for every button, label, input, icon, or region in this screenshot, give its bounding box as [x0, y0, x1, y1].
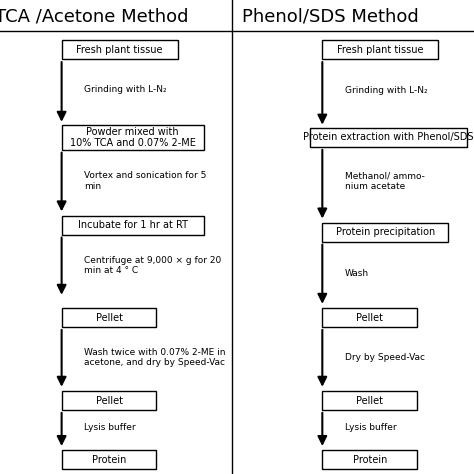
- Text: Protein: Protein: [92, 455, 126, 465]
- FancyBboxPatch shape: [62, 391, 156, 410]
- Text: TCA /Acetone Method: TCA /Acetone Method: [0, 8, 189, 26]
- FancyBboxPatch shape: [62, 40, 178, 59]
- FancyBboxPatch shape: [322, 223, 448, 242]
- Text: Fresh plant tissue: Fresh plant tissue: [76, 45, 163, 55]
- Text: Phenol/SDS Method: Phenol/SDS Method: [242, 8, 419, 26]
- FancyBboxPatch shape: [62, 125, 204, 150]
- FancyBboxPatch shape: [322, 450, 417, 469]
- Text: Protein extraction with Phenol/SDS: Protein extraction with Phenol/SDS: [303, 132, 474, 143]
- Text: Incubate for 1 hr at RT: Incubate for 1 hr at RT: [78, 220, 188, 230]
- Text: Wash: Wash: [345, 269, 369, 277]
- Text: Pellet: Pellet: [96, 395, 122, 406]
- Text: Fresh plant tissue: Fresh plant tissue: [337, 45, 424, 55]
- Text: Grinding with L-N₂: Grinding with L-N₂: [345, 86, 428, 94]
- FancyBboxPatch shape: [62, 450, 156, 469]
- Text: Centrifuge at 9,000 × g for 20
min at 4 ° C: Centrifuge at 9,000 × g for 20 min at 4 …: [84, 256, 222, 275]
- Text: Protein precipitation: Protein precipitation: [336, 227, 435, 237]
- Text: Dry by Speed-Vac: Dry by Speed-Vac: [345, 353, 425, 362]
- Text: Methanol/ ammo-
nium acetate: Methanol/ ammo- nium acetate: [345, 172, 425, 191]
- Text: Pellet: Pellet: [96, 312, 122, 323]
- Text: Grinding with L-N₂: Grinding with L-N₂: [84, 85, 167, 93]
- FancyBboxPatch shape: [62, 308, 156, 327]
- Text: Wash twice with 0.07% 2-ME in
acetone, and dry by Speed-Vac: Wash twice with 0.07% 2-ME in acetone, a…: [84, 348, 226, 367]
- FancyBboxPatch shape: [322, 391, 417, 410]
- FancyBboxPatch shape: [62, 216, 204, 235]
- FancyBboxPatch shape: [322, 308, 417, 327]
- Text: Pellet: Pellet: [356, 312, 383, 323]
- Text: Vortex and sonication for 5
min: Vortex and sonication for 5 min: [84, 172, 207, 191]
- Text: Lysis buffer: Lysis buffer: [84, 423, 136, 432]
- Text: Pellet: Pellet: [356, 395, 383, 406]
- FancyBboxPatch shape: [310, 128, 467, 147]
- Text: Lysis buffer: Lysis buffer: [345, 423, 397, 432]
- Text: Powder mixed with
10% TCA and 0.07% 2-ME: Powder mixed with 10% TCA and 0.07% 2-ME: [70, 127, 196, 148]
- Text: Protein: Protein: [353, 455, 387, 465]
- FancyBboxPatch shape: [322, 40, 438, 59]
